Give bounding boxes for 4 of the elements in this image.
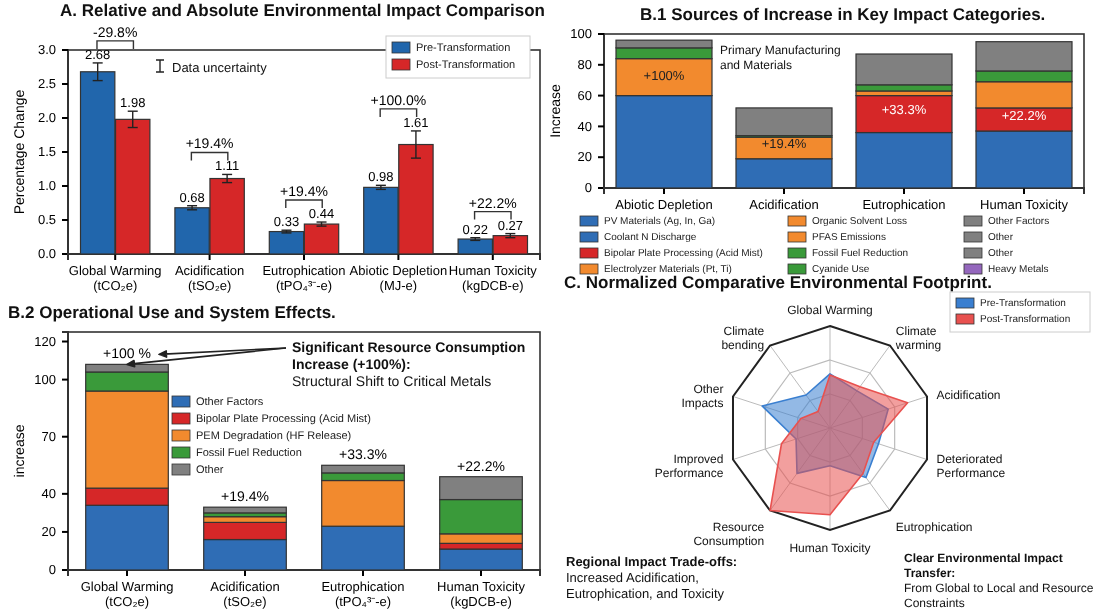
chart-title: A. Relative and Absolute Environmental Impact Comparison <box>60 0 545 20</box>
chart-title: B.2 Operational Use and System Effects. <box>8 302 336 322</box>
chart-title: C. Normalized Comparative Environmental Footprint. <box>564 272 992 292</box>
chart-title: B.1 Sources of Increase in Key Impact Categories. <box>640 4 1046 24</box>
